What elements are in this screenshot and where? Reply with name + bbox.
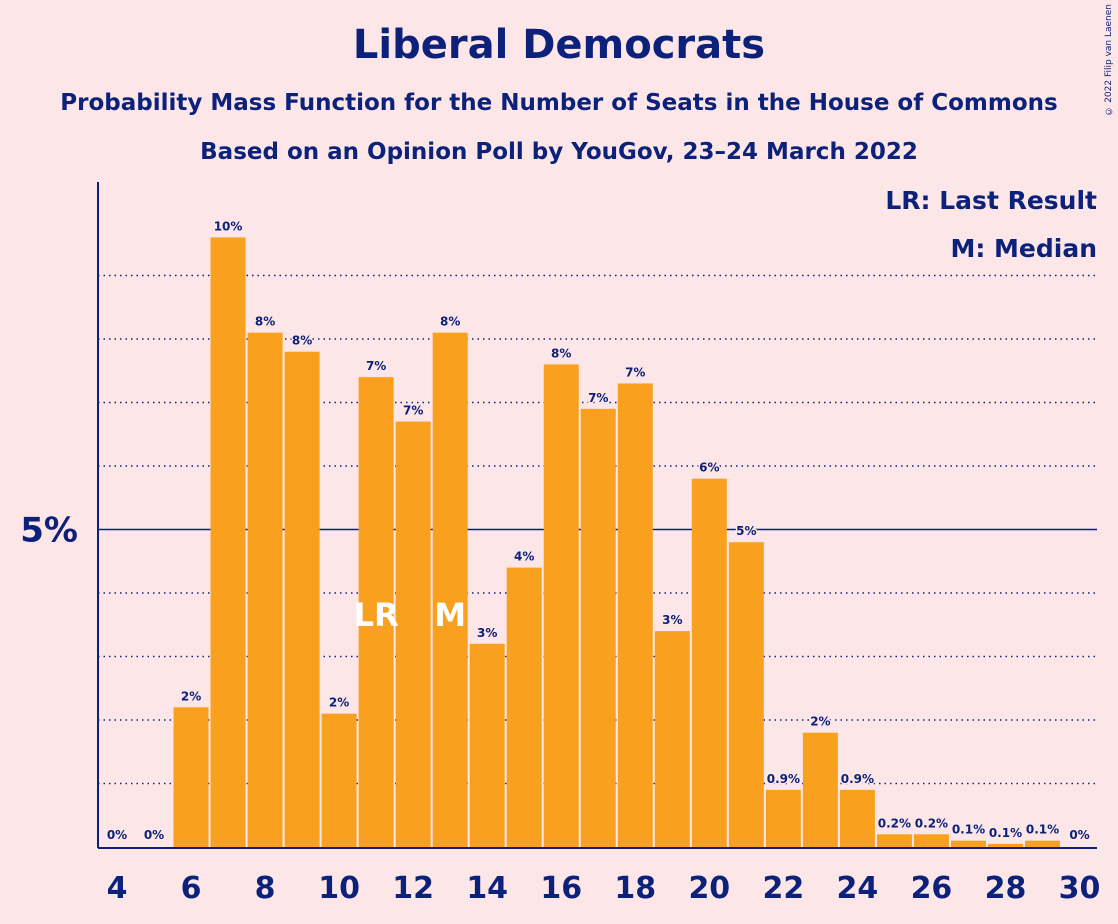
bar (950, 840, 986, 847)
bars: 0% 0% 2% 10% 8% 8% 2% 7% 7% 8% 3% 4% 8% 7% 7% 3% 6% 5% 0.9… (105, 218, 1091, 847)
data-label: 7% (625, 365, 645, 379)
x-tick-label: 20 (688, 871, 730, 906)
marks: LR M (354, 596, 466, 634)
data-label: 0.2% (878, 816, 911, 830)
x-tick-label: 8 (255, 871, 276, 906)
chart-title: Liberal Democrats (352, 22, 766, 68)
x-tick-label: 22 (762, 871, 804, 906)
x-tick-label: 10 (318, 871, 360, 906)
x-tick-label: 24 (837, 871, 879, 906)
data-label: 5% (736, 524, 756, 538)
legend-median: M: Median (950, 234, 1097, 263)
median-marker: M (434, 596, 466, 634)
bar (987, 843, 1023, 847)
data-label: 8% (440, 315, 460, 329)
x-tick-label: 14 (466, 871, 508, 906)
bar (247, 332, 283, 847)
x-tick-label: 26 (911, 871, 953, 906)
data-label: 0.9% (767, 772, 800, 786)
bar (432, 332, 468, 847)
data-label: 7% (403, 404, 423, 418)
last-result-marker: LR (354, 596, 399, 634)
x-tick-label: 16 (540, 871, 582, 906)
data-label: 3% (477, 626, 497, 640)
y-tick-label: 5% (20, 511, 78, 551)
data-label: 0% (144, 828, 164, 842)
x-tick-label: 6 (181, 871, 202, 906)
axes: 5% 4 6 8 10 12 14 16 18 20 22 24 26 28 30 (20, 182, 1100, 906)
bar (284, 351, 320, 847)
bar (395, 421, 431, 847)
chart-subtitle-source: Based on an Opinion Poll by YouGov, 23–2… (200, 139, 918, 165)
data-label: 0.9% (841, 772, 874, 786)
x-tick-label: 4 (107, 871, 128, 906)
x-tick-label: 28 (985, 871, 1027, 906)
bar (469, 643, 505, 847)
data-label: 7% (366, 359, 386, 373)
bar (358, 377, 394, 847)
data-label: 2% (329, 696, 349, 710)
data-label: 0.1% (1026, 823, 1059, 837)
data-label: 8% (255, 315, 275, 329)
data-label: 2% (181, 689, 201, 703)
bar (173, 707, 209, 847)
data-label: 6% (699, 461, 719, 475)
chart-subtitle: Probability Mass Function for the Number… (60, 90, 1058, 116)
data-label: 2% (810, 715, 830, 729)
bar (876, 834, 912, 847)
bar (321, 713, 357, 847)
bar (654, 631, 690, 847)
bar (913, 834, 949, 847)
data-label: 0% (107, 828, 127, 842)
bar (506, 567, 542, 847)
bar (580, 408, 616, 847)
bar (802, 732, 838, 847)
x-tick-label: 30 (1059, 871, 1101, 906)
bar (210, 237, 246, 847)
bar (1025, 840, 1060, 847)
bar (691, 478, 727, 847)
legend-last-result: LR: Last Result (885, 186, 1097, 215)
data-label: 3% (662, 613, 682, 627)
data-label: 4% (514, 550, 534, 564)
data-label: 7% (588, 391, 608, 405)
x-tick-label: 12 (392, 871, 434, 906)
data-label: 0.2% (915, 816, 948, 830)
data-label: 0.1% (952, 823, 985, 837)
data-label: 8% (292, 334, 312, 348)
x-tick-label: 18 (614, 871, 656, 906)
data-label: 8% (551, 346, 571, 360)
bar (728, 542, 764, 847)
data-label: 10% (214, 219, 243, 233)
bar (839, 789, 875, 847)
data-label: 0% (1069, 828, 1089, 842)
bar (617, 383, 653, 847)
bar (765, 789, 801, 847)
data-label: 0.1% (989, 826, 1022, 840)
bar (543, 364, 579, 847)
